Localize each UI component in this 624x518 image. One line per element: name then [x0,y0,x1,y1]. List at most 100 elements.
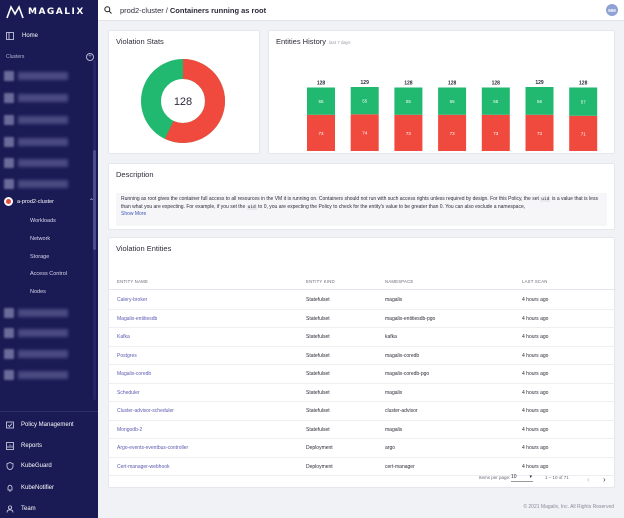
entity-kind: Statefulset [306,408,330,414]
cluster-item[interactable] [4,114,68,126]
entity-namespace: magalix-coredb [385,352,420,359]
cluster-icon [4,370,14,380]
sidebar-item-home[interactable]: Home [6,32,38,40]
entity-name-link[interactable]: Calery-broker [117,297,148,303]
show-more-link[interactable]: Show More [121,211,147,217]
entity-name-link[interactable]: Argo-events-eventbus-controller [117,445,189,451]
entity-kind: Statefulset [306,334,330,340]
description-card: Description Running as root gives the co… [108,163,615,230]
cluster-item[interactable] [4,348,68,360]
add-cluster-icon[interactable]: + [86,53,94,61]
cluster-icon [4,71,14,81]
header-namespace[interactable]: NAMESPACE [385,279,414,284]
table-row[interactable]: Cert-manager-webhook Deployment cert-manag… [109,458,616,476]
table-row[interactable]: Argo-events-eventbus-controller Deploymen… [109,439,616,458]
sidebar-item-kubeguard[interactable]: KubeGuard [6,462,52,470]
table-row[interactable]: Cluster-advisor-scheduler Statefulset clus… [109,402,616,421]
sidebar-scrollbar-thumb[interactable] [93,150,96,250]
sidebar-item-kubenotifier[interactable]: KubeNotifier [6,484,54,492]
bar-compliances-value: 55 [493,99,499,104]
entity-name-link[interactable]: Scheduler [117,389,140,396]
cluster-item[interactable] [4,157,68,169]
entity-name-link[interactable]: Magalix-coredb [117,371,152,377]
sidebar-item-nodes[interactable]: Nodes [30,289,46,295]
brand-logo[interactable]: MAGALIX [6,5,85,19]
breadcrumb-separator: / [165,5,168,15]
header-entity-name[interactable]: ENTITY NAME [117,279,149,284]
cluster-item[interactable] [4,369,68,381]
entity-namespace: cluster-advisor [385,408,418,414]
items-per-page-value: 10 [511,474,517,480]
reports-icon [6,442,14,450]
cluster-name-redacted [18,159,68,167]
violation-entities-title: Violation Entities [116,244,172,253]
bell-icon [7,484,13,492]
entity-kind: Statefulset [306,315,330,322]
description-text: Running as root gives the container full… [116,193,607,226]
bar-total-label: 128 [579,80,588,86]
search-icon[interactable] [104,6,112,14]
entity-name-link[interactable]: Cluster-advisor-scheduler [117,408,174,414]
bar-total-label: 128 [492,80,501,86]
chevron-up-icon[interactable]: ⌃ [88,199,94,205]
entity-namespace: cert-manager [385,463,415,470]
entity-name-link[interactable]: Postgres [117,352,137,359]
entity-name-link[interactable]: Cert-manager-webhook [117,463,170,470]
sidebar-item-access-control[interactable]: Access Control [30,271,67,277]
entity-name-link[interactable]: Mongodb-2 [117,426,143,433]
cluster-item[interactable] [4,307,68,319]
sidebar-item-reports[interactable]: Reports [6,442,42,450]
chevron-down-icon: ▾ [529,474,532,480]
bar-compliances-value: 55 [406,99,412,104]
brand-name: MAGALIX [28,7,85,17]
table-row[interactable]: Magalix-coredb Statefulset magalix-coredb-… [109,365,616,384]
description-part: is a value that is less than what you ar… [121,196,598,210]
items-per-page-select[interactable]: 10 ▾ [511,473,533,482]
bar-compliances [394,87,423,115]
cluster-item[interactable] [4,70,68,82]
cluster-item[interactable] [4,136,68,148]
page-range: 1 – 10 of 71 [545,475,569,480]
table-row[interactable]: Calery-broker Statefulset magalix 4 hours a… [109,291,616,310]
header-last-scan[interactable]: LAST SCAN [522,279,548,284]
sidebar-item-workloads[interactable]: Workloads [30,218,56,224]
next-page-button[interactable]: › [603,475,606,484]
entity-kind: Statefulset [306,426,330,433]
cluster-item[interactable] [4,92,68,104]
cluster-icon [4,158,14,168]
sidebar-item-team[interactable]: Team [6,505,36,513]
table-row[interactable]: Kafka Statefulset kafka 4 hours ago [109,328,616,347]
team-label: Team [21,506,36,512]
cluster-item[interactable] [4,327,68,339]
table-row[interactable]: Magalix-entitiesdb Statefulset magalix-ent… [109,310,616,328]
breadcrumb-cluster[interactable]: prod2-cluster [120,5,164,15]
entity-name-link[interactable]: Magalix-entitiesdb [117,315,158,322]
description-code: uid [246,204,257,210]
cluster-name-redacted [18,309,68,317]
breadcrumb: prod2-cluster / Containers running as root [120,6,266,15]
table-row[interactable]: Postgres Statefulset magalix-coredb 4 hours… [109,347,616,365]
bar-total-label: 128 [404,80,413,86]
footer-copyright: © 2021 Magalix, Inc. All Rights Reserved [523,504,614,510]
bar-violations [569,115,598,151]
entity-kind: Statefulset [306,389,330,396]
sidebar-item-network[interactable]: Network [30,236,51,242]
entity-last-scan: 4 hours ago [522,445,549,451]
table-row[interactable]: Mongodb-2 Statefulset magalix 4 hours ago [109,421,616,439]
entity-kind: Statefulset [306,297,330,303]
previous-page-button[interactable]: ‹ [587,475,590,484]
entity-name-link[interactable]: Kafka [117,334,130,340]
description-part: to 0, you are expecting the Policy to ch… [256,203,526,210]
clusters-heading: Clusters + [6,53,94,61]
sidebar-item-active-cluster[interactable]: a-prod2-cluster ⌃ [4,197,94,206]
bar-total-label: 128 [448,80,457,86]
cluster-name-redacted [18,94,68,102]
sidebar-item-policy-management[interactable]: Policy Management [6,421,74,429]
table-row[interactable]: Scheduler Statefulset magalix 4 hours ago [109,384,616,402]
cluster-item[interactable] [4,178,68,190]
header-entity-kind[interactable]: ENTITY KIND [306,279,335,284]
avatar[interactable]: MM [606,4,618,16]
entity-last-scan: 4 hours ago [522,352,549,359]
sidebar-item-storage[interactable]: Storage [30,254,50,260]
